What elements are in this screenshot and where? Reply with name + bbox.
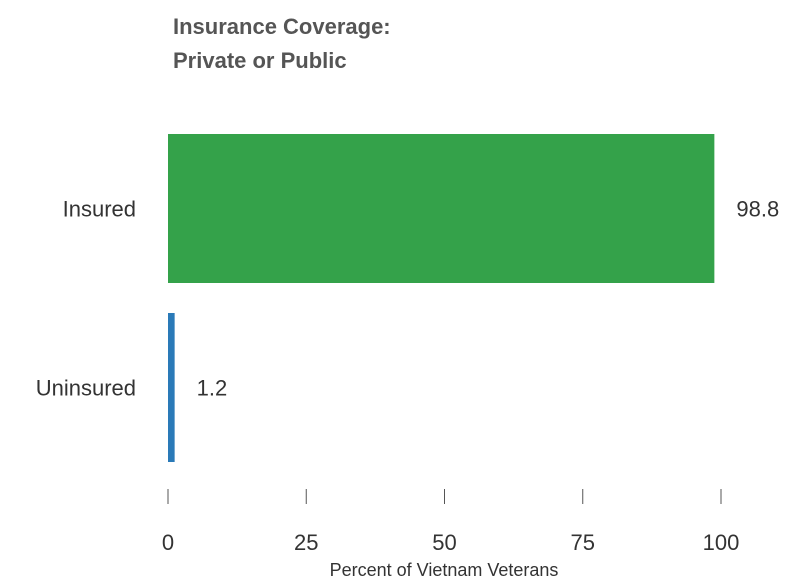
x-axis-label: Percent of Vietnam Veterans	[330, 560, 559, 580]
chart-title-line-2: Private or Public	[173, 48, 347, 73]
category-label-uninsured: Uninsured	[36, 376, 136, 401]
x-tick-label-0: 0	[162, 530, 174, 555]
x-tick-label-50: 50	[432, 530, 456, 555]
x-tick-label-75: 75	[571, 530, 595, 555]
bar-insured	[168, 134, 715, 283]
x-axis-ticks: 0 25 50 75 100	[162, 489, 739, 555]
bar-uninsured	[168, 313, 175, 462]
x-tick-label-25: 25	[294, 530, 318, 555]
category-label-insured: Insured	[63, 197, 136, 222]
x-tick-label-100: 100	[703, 530, 740, 555]
value-label-uninsured: 1.2	[197, 376, 228, 401]
bars-group: Insured 98.8 Uninsured 1.2	[36, 134, 779, 462]
value-label-insured: 98.8	[736, 197, 779, 222]
chart-title-line-1: Insurance Coverage:	[173, 14, 391, 39]
